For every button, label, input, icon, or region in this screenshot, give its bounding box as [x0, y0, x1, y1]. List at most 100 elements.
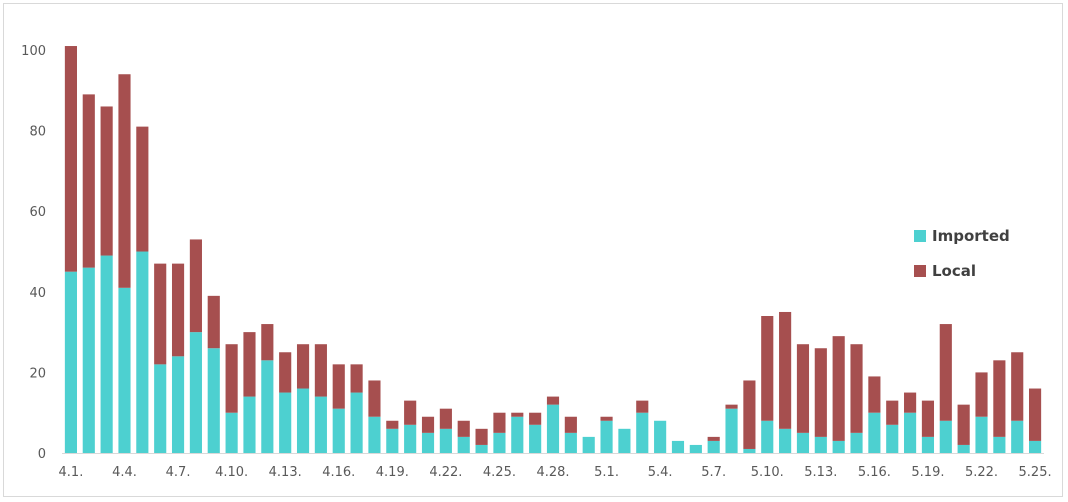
bar-imported-4.17. [350, 392, 363, 453]
bar-imported-5.5. [671, 440, 685, 453]
bar-imported-4.13. [279, 392, 292, 453]
bar-imported-4.23. [457, 436, 470, 453]
bar-local-4.2. [82, 94, 95, 268]
x-tick-label: 4.19. [376, 465, 409, 480]
x-axis: 4.1. 4.4. 4.7. 4.10. 4.13. 4.16. 4.19. 4.22. 4.2… [59, 465, 1052, 480]
bar-local-4.23. [457, 420, 470, 437]
bar-imported-4.22. [439, 428, 452, 453]
bar-imported-5.1. [600, 420, 613, 453]
bar-local-5.18. [904, 392, 917, 413]
bar-imported-4.1. [64, 271, 77, 453]
bar-imported-5.20. [939, 420, 952, 453]
bar-imported-4.14. [296, 388, 310, 453]
bar-imported-5.2. [618, 428, 631, 453]
bar-local-5.15. [850, 344, 863, 433]
y-tick-label: 60 [29, 205, 46, 220]
x-tick-label: 4.4. [112, 465, 137, 480]
bar-imported-4.3. [100, 255, 113, 453]
legend-label-local: Local [932, 262, 976, 280]
bar-local-4.27. [529, 412, 542, 425]
bar-local-4.4. [118, 74, 131, 288]
x-tick-label: 4.16. [322, 465, 355, 480]
x-tick-label: 4.10. [215, 465, 248, 480]
bar-local-4.6. [154, 263, 167, 365]
y-tick-label: 20 [29, 366, 46, 381]
bar-imported-5.19. [921, 436, 935, 453]
bar-local-5.16. [868, 376, 881, 413]
legend-swatch-local [914, 265, 926, 277]
x-tick-label: 4.25. [483, 465, 516, 480]
x-tick-label: 5.25. [1019, 465, 1052, 480]
bar-imported-5.25. [1029, 440, 1042, 453]
bar-imported-5.24. [1011, 420, 1024, 453]
y-tick-label: 0 [38, 447, 46, 462]
bar-imported-4.9. [207, 348, 220, 453]
bar-local-4.17. [350, 364, 363, 393]
x-tick-label: 5.10. [751, 465, 784, 480]
x-tick-label: 5.13. [804, 465, 837, 480]
bar-local-4.13. [279, 352, 292, 393]
bar-local-5.17. [886, 400, 899, 425]
x-tick-label: 4.13. [269, 465, 302, 480]
bar-imported-5.18. [904, 412, 917, 453]
bar-imported-4.5. [136, 251, 149, 453]
bar-imported-4.20. [404, 424, 417, 453]
bar-local-5.10. [761, 316, 774, 421]
legend-item-imported: Imported [914, 227, 1010, 245]
bar-imported-4.15. [314, 396, 327, 453]
bar-imported-5.8. [725, 408, 738, 453]
bar-local-4.25. [493, 412, 506, 433]
legend-swatch-imported [914, 230, 926, 242]
legend: Imported Local [914, 227, 1010, 280]
bar-local-5.21. [957, 404, 970, 445]
bar-local-5.24. [1011, 352, 1024, 421]
bar-local-4.29. [564, 416, 577, 433]
bar-imported-5.9. [743, 448, 756, 453]
bar-local-4.7. [171, 263, 185, 357]
bar-local-4.15. [314, 344, 327, 397]
x-tick-label: 4.28. [536, 465, 569, 480]
bar-imported-5.16. [868, 412, 881, 453]
bar-local-5.19. [921, 400, 935, 437]
bar-imported-5.21. [957, 444, 970, 453]
bar-imported-5.22. [975, 416, 988, 453]
bar-imported-5.7. [707, 440, 720, 453]
bar-imported-4.16. [332, 408, 345, 453]
bar-imported-4.4. [118, 287, 131, 453]
bar-local-4.14. [296, 344, 310, 389]
bar-local-4.12. [261, 324, 274, 361]
y-tick-label: 80 [29, 125, 46, 140]
bar-imported-4.24. [475, 444, 488, 453]
y-tick-label: 40 [29, 286, 46, 301]
bar-imported-5.17. [886, 424, 899, 453]
bar-imported-5.14. [832, 440, 845, 453]
x-tick-label: 4.1. [59, 465, 84, 480]
bar-local-4.11. [243, 332, 256, 397]
bar-local-5.12. [796, 344, 810, 433]
bar-local-5.8. [725, 404, 738, 409]
bar-local-4.26. [511, 412, 524, 417]
bar-imported-5.23. [993, 436, 1006, 453]
bar-local-4.20. [404, 400, 417, 425]
bar-local-4.19. [386, 420, 399, 429]
x-tick-label: 4.7. [166, 465, 191, 480]
bar-local-4.16. [332, 364, 345, 409]
bar-local-5.22. [975, 372, 988, 417]
bar-imported-5.6. [689, 444, 702, 453]
bar-local-4.10. [225, 344, 238, 413]
bar-imported-4.27. [529, 424, 542, 453]
y-axis: 0 20 40 60 80 100 [21, 44, 46, 462]
bar-imported-4.12. [261, 360, 274, 453]
bar-local-5.1. [600, 416, 613, 421]
x-tick-label: 5.7. [701, 465, 726, 480]
bar-local-4.9. [207, 295, 220, 349]
bar-imported-5.11. [779, 428, 792, 453]
bar-imported-4.26. [511, 416, 524, 453]
x-tick-label: 5.19. [911, 465, 944, 480]
legend-label-imported: Imported [932, 227, 1010, 245]
bar-local-5.14. [832, 336, 845, 441]
bar-imported-4.30. [582, 436, 595, 453]
bar-local-5.13. [814, 348, 827, 437]
bar-local-4.18. [368, 380, 381, 417]
